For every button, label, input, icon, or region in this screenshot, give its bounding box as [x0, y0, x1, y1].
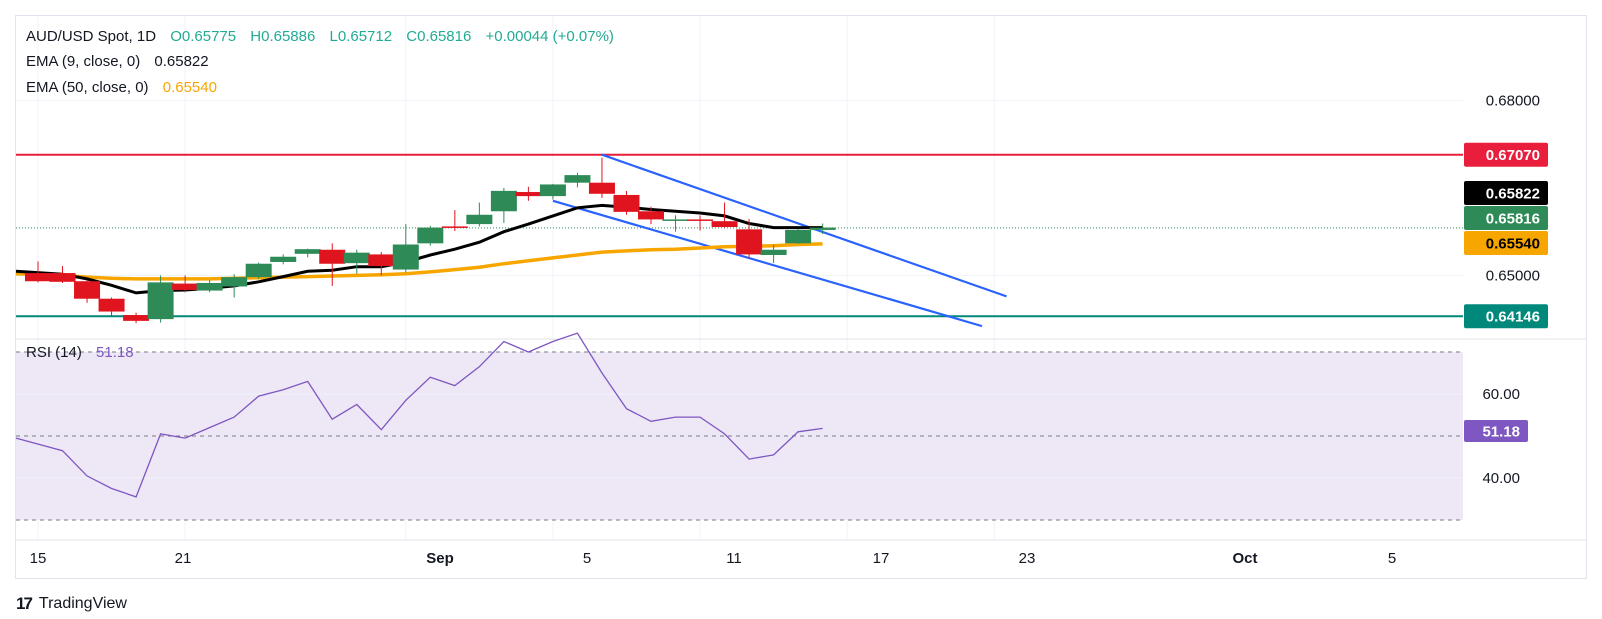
high-value: H0.65886	[250, 28, 316, 45]
candle-body	[417, 227, 444, 244]
candle-body	[490, 190, 517, 212]
candle-body	[466, 214, 493, 225]
time-tick-label: 15	[30, 550, 47, 567]
candle-body	[368, 254, 395, 267]
candle-body	[515, 192, 542, 197]
candle-body	[147, 282, 174, 320]
candle-body	[245, 263, 272, 278]
tradingview-brand: TradingView	[38, 595, 127, 612]
candle-body	[49, 273, 76, 282]
candle-body	[809, 227, 836, 230]
last-price-tag-bg	[1464, 206, 1548, 230]
rsi-line	[15, 332, 823, 498]
rsi-label: RSI (14)	[26, 344, 82, 361]
ema50-legend[interactable]: EMA (50, close, 0) 0.65540	[26, 79, 227, 96]
ema50-label: EMA (50, close, 0)	[26, 79, 149, 96]
candle-body	[662, 219, 689, 221]
ema9-price-tag-bg	[1464, 181, 1548, 205]
candle-body	[539, 184, 566, 197]
candle-body	[25, 273, 51, 282]
rsi-value: 51.18	[96, 344, 134, 361]
ema9-value: 0.65822	[154, 53, 209, 70]
tradingview-logo-icon: 17	[16, 594, 33, 613]
last-price-tag: 0.65816	[1486, 211, 1540, 228]
time-tick-label: Oct	[1232, 550, 1257, 567]
rsi-tick-label: 40.00	[1482, 470, 1520, 487]
ema9-price-tag: 0.65822	[1486, 186, 1540, 203]
candle-body	[221, 277, 248, 287]
low-value: L0.65712	[329, 28, 393, 45]
ema50-price-tag-bg	[1464, 231, 1548, 255]
ohlc-legend: AUD/USD Spot, 1D O0.65775 H0.65886 L0.65…	[26, 28, 624, 45]
channel-upper-line	[601, 153, 1007, 298]
support-price-tag: 0.64146	[1486, 309, 1540, 326]
candle-body	[711, 221, 738, 228]
candle-body	[98, 298, 125, 312]
candle-body	[638, 211, 664, 220]
candle-body	[294, 249, 321, 254]
candle-body	[74, 281, 101, 299]
candle-body	[196, 282, 223, 291]
candle-body	[613, 194, 640, 212]
ema50-line	[15, 242, 823, 281]
time-tick-label: 21	[175, 550, 192, 567]
chart-frame	[15, 15, 1587, 579]
candle-body	[123, 315, 150, 321]
candle-body	[441, 226, 468, 228]
price-tick-label: 0.68000	[1486, 93, 1540, 110]
candle-body	[687, 219, 714, 221]
ema50-price-tag: 0.65540	[1486, 236, 1540, 253]
candle-body	[588, 182, 615, 194]
tradingview-logo[interactable]: 17 TradingView	[16, 594, 127, 614]
time-tick-label: 5	[583, 550, 591, 567]
time-tick-label: 11	[726, 550, 742, 567]
time-tick-label: 23	[1019, 550, 1036, 567]
candle-body	[760, 249, 787, 255]
resistance-price-tag-bg	[1464, 142, 1548, 167]
candle-body	[564, 175, 591, 183]
ema50-value: 0.65540	[162, 79, 217, 96]
candle-body	[172, 283, 199, 290]
price-tick-label: 0.65000	[1486, 267, 1540, 284]
close-value: C0.65816	[406, 28, 472, 45]
ema9-legend[interactable]: EMA (9, close, 0) 0.65822	[26, 53, 219, 70]
open-value: O0.65775	[170, 28, 237, 45]
time-tick-label: Sep	[426, 550, 454, 567]
rsi-legend[interactable]: RSI (14) 51.18	[26, 344, 144, 361]
ema9-label: EMA (9, close, 0)	[26, 53, 141, 70]
candle-body	[319, 249, 346, 264]
channel-lower-line	[552, 199, 983, 328]
candle-body	[343, 252, 370, 264]
candle-body	[392, 244, 419, 270]
support-price-tag-bg	[1464, 304, 1548, 329]
time-tick-label: 17	[873, 550, 890, 567]
candle-body	[736, 229, 763, 255]
time-tick-label: 5	[1388, 550, 1396, 567]
rsi-value-tag-bg	[1464, 420, 1528, 443]
resistance-price-tag: 0.67070	[1486, 147, 1540, 164]
rsi-value-tag: 51.18	[1482, 424, 1520, 441]
candle-body	[270, 256, 297, 262]
candle-body	[785, 229, 812, 244]
change-value: +0.00044 (+0.07%)	[485, 28, 614, 45]
symbol-label[interactable]: AUD/USD Spot, 1D	[26, 28, 157, 45]
rsi-tick-label: 60.00	[1482, 386, 1520, 403]
